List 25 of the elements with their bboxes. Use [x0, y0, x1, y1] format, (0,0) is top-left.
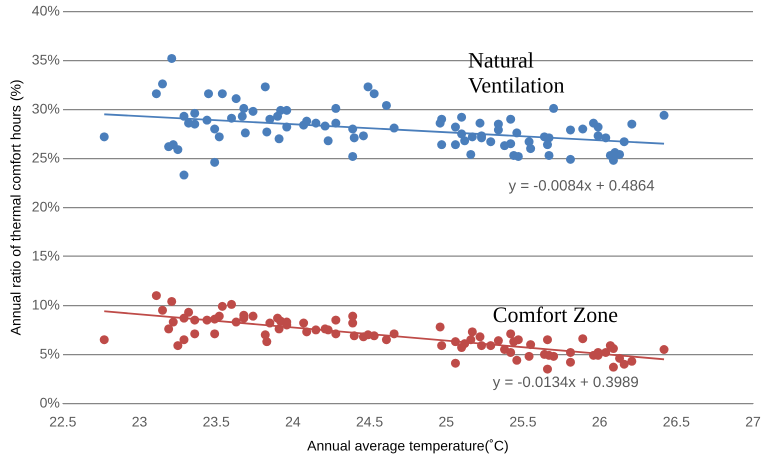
x-tick-label: 22.5: [49, 414, 77, 430]
x-tick-label: 23.5: [202, 414, 230, 430]
y-tick-label: 25%: [32, 149, 60, 166]
y-tick-label: 20%: [32, 198, 60, 214]
y-tick-label: 5%: [40, 345, 60, 362]
y-tick-label: 40%: [32, 2, 60, 18]
annotation: Comfort Zone: [492, 302, 618, 328]
y-tick-label: 10%: [32, 296, 60, 312]
x-axis-title: Annual average temperature(˚C): [307, 437, 509, 454]
annotation: y = -0.0134x + 0.3989: [492, 374, 639, 392]
y-tick-label: 15%: [32, 247, 60, 264]
x-tick-label: 27: [745, 414, 761, 430]
x-tick-label: 23: [132, 414, 148, 430]
x-tick-label: 26.5: [662, 414, 690, 430]
y-axis-title: Annual ratio of thermal comfort hours (%): [7, 79, 24, 336]
annotation: y = -0.0084x + 0.4864: [508, 177, 655, 194]
y-tick-label: 35%: [32, 51, 60, 68]
x-tick-label: 24: [285, 414, 301, 430]
x-tick-label: 24.5: [356, 414, 384, 430]
y-tick-label: 0%: [40, 394, 60, 410]
x-tick-label: 26: [592, 414, 608, 430]
annotation: Natural Ventilation: [468, 47, 565, 98]
y-tick-label: 30%: [32, 100, 60, 116]
x-tick-label: 25: [438, 414, 454, 430]
x-tick-label: 25.5: [509, 414, 537, 430]
